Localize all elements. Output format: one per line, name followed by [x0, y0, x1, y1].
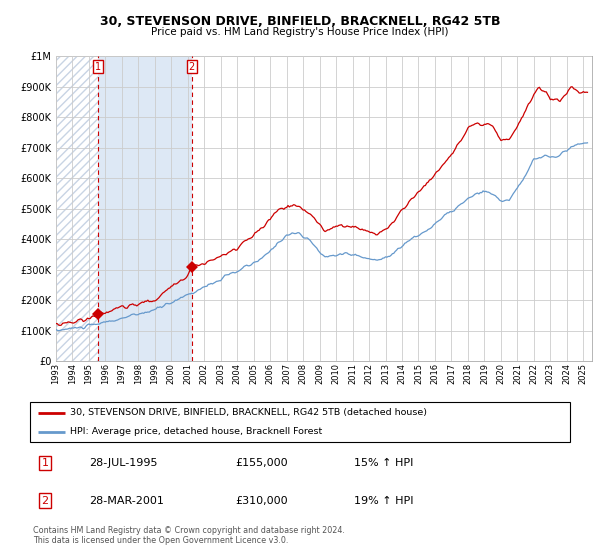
Text: £155,000: £155,000	[235, 458, 288, 468]
Text: 2: 2	[188, 62, 195, 72]
Text: 28-JUL-1995: 28-JUL-1995	[89, 458, 158, 468]
Text: HPI: Average price, detached house, Bracknell Forest: HPI: Average price, detached house, Brac…	[71, 427, 323, 436]
Bar	[56, 56, 98, 361]
Text: 15% ↑ HPI: 15% ↑ HPI	[354, 458, 413, 468]
Text: Price paid vs. HM Land Registry's House Price Index (HPI): Price paid vs. HM Land Registry's House …	[151, 27, 449, 37]
Bar	[98, 56, 191, 361]
Text: 30, STEVENSON DRIVE, BINFIELD, BRACKNELL, RG42 5TB (detached house): 30, STEVENSON DRIVE, BINFIELD, BRACKNELL…	[71, 408, 427, 417]
Text: £310,000: £310,000	[235, 496, 288, 506]
Bar	[191, 56, 592, 361]
Text: 1: 1	[41, 458, 49, 468]
Text: 19% ↑ HPI: 19% ↑ HPI	[354, 496, 413, 506]
FancyBboxPatch shape	[30, 402, 570, 442]
Text: 2: 2	[41, 496, 49, 506]
Text: Contains HM Land Registry data © Crown copyright and database right 2024.: Contains HM Land Registry data © Crown c…	[33, 526, 345, 535]
Text: 1: 1	[95, 62, 101, 72]
Text: 30, STEVENSON DRIVE, BINFIELD, BRACKNELL, RG42 5TB: 30, STEVENSON DRIVE, BINFIELD, BRACKNELL…	[100, 15, 500, 28]
Text: This data is licensed under the Open Government Licence v3.0.: This data is licensed under the Open Gov…	[33, 536, 289, 545]
Text: 28-MAR-2001: 28-MAR-2001	[89, 496, 164, 506]
